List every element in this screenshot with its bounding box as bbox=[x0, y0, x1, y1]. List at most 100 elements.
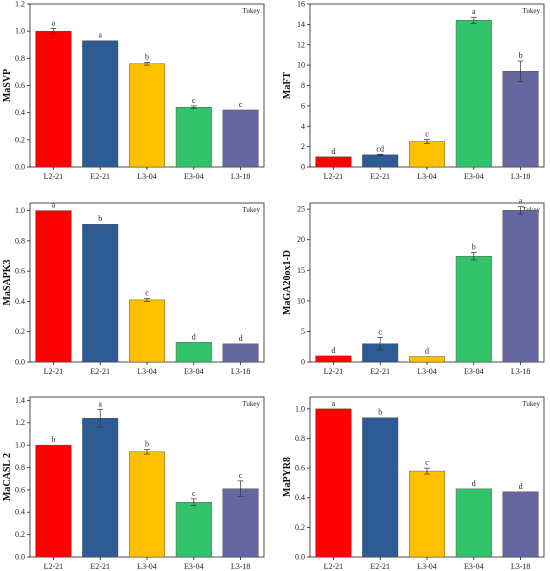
significance-letter: b bbox=[51, 435, 55, 444]
bar-L2-21 bbox=[315, 408, 352, 558]
bar-L3-04 bbox=[129, 299, 165, 363]
bar-L2-21 bbox=[35, 30, 72, 168]
significance-letter: a bbox=[98, 399, 102, 408]
significance-letter: b bbox=[472, 243, 476, 252]
y-tick-label: 8 bbox=[301, 81, 305, 90]
y-tick-label: 0.8 bbox=[15, 236, 25, 245]
y-tick-label: 0.0 bbox=[15, 358, 25, 367]
bar-E3-04 bbox=[175, 342, 212, 363]
y-tick-label: 0.4 bbox=[15, 108, 25, 117]
bar-E3-04 bbox=[175, 107, 212, 168]
y-tick-label: 0.2 bbox=[15, 135, 25, 144]
bar-L3-04 bbox=[129, 451, 165, 558]
bar-L2-21 bbox=[315, 355, 352, 363]
significance-letter: b bbox=[145, 52, 149, 61]
x-tick-label: L3-04 bbox=[417, 367, 437, 376]
x-tick-label: L2-21 bbox=[44, 367, 64, 376]
significance-letter: c bbox=[192, 489, 196, 498]
x-tick-label: L3-18 bbox=[511, 367, 531, 376]
y-tick-label: 10 bbox=[297, 296, 305, 305]
bar-L3-18 bbox=[502, 71, 539, 168]
y-tick-label: 1.0 bbox=[15, 206, 25, 215]
y-axis-label: MaSAPK3 bbox=[2, 259, 13, 305]
significance-letter: d bbox=[239, 334, 243, 343]
bar-L3-18 bbox=[222, 488, 259, 558]
significance-letter: a bbox=[472, 7, 476, 16]
y-tick-label: 0.0 bbox=[15, 553, 25, 562]
chart-panel-4: 0 5 10 15 20 25 MaGA20ox1-D Tukey d L2-21 c E2-21 d L… bbox=[282, 197, 545, 376]
y-tick-label: 0.6 bbox=[15, 485, 25, 494]
chart-panel-6: 0.0 0.2 0.4 0.6 0.8 1.0 MaPYR8 Tukey a L2-21 b E2-2… bbox=[282, 396, 545, 571]
y-axis-label: MaCASL 2 bbox=[2, 453, 13, 501]
x-tick-label: L3-04 bbox=[137, 172, 157, 181]
significance-letter: d bbox=[192, 332, 196, 341]
y-tick-label: 1.4 bbox=[15, 396, 25, 405]
x-tick-label: E2-21 bbox=[90, 172, 110, 181]
y-tick-label: 12 bbox=[297, 40, 305, 49]
y-tick-label: 6 bbox=[301, 101, 305, 110]
y-axis-label: MaGA20ox1-D bbox=[282, 250, 293, 315]
x-tick-label: L3-18 bbox=[511, 172, 531, 181]
y-tick-label: 25 bbox=[297, 205, 305, 214]
x-tick-label: E3-04 bbox=[184, 172, 204, 181]
y-tick-label: 0.0 bbox=[295, 553, 305, 562]
y-tick-label: 0.2 bbox=[295, 523, 305, 532]
y-tick-label: 0.4 bbox=[295, 493, 305, 502]
test-note: Tukey bbox=[522, 7, 540, 15]
y-tick-label: 0.8 bbox=[15, 463, 25, 472]
y-tick-label: 5 bbox=[301, 327, 305, 336]
significance-letter: d bbox=[472, 479, 476, 488]
x-tick-label: L2-21 bbox=[324, 367, 344, 376]
chart-panel-3: 0.0 0.2 0.4 0.6 0.8 1.0 MaSAPK3 Tukey a L2-21 b E2-… bbox=[2, 201, 265, 376]
y-tick-label: 1.0 bbox=[15, 27, 25, 36]
significance-letter: d bbox=[331, 147, 335, 156]
y-tick-label: 4 bbox=[301, 122, 305, 131]
y-tick-label: 0.4 bbox=[15, 297, 25, 306]
x-tick-label: L3-18 bbox=[511, 562, 531, 571]
x-tick-label: E3-04 bbox=[464, 562, 484, 571]
significance-letter: c bbox=[378, 328, 382, 337]
y-axis-label: MaPYR8 bbox=[282, 457, 293, 497]
x-tick-label: L3-18 bbox=[231, 562, 251, 571]
bar-E2-21 bbox=[82, 418, 119, 558]
bar-L3-04 bbox=[409, 141, 445, 168]
bar-E2-21 bbox=[82, 40, 119, 168]
x-tick-label: E3-04 bbox=[184, 367, 204, 376]
test-note: Tukey bbox=[522, 400, 540, 408]
bar-E3-04 bbox=[455, 20, 492, 168]
x-tick-label: L3-18 bbox=[231, 367, 251, 376]
chart-panel-5: 0.0 0.2 0.4 0.6 0.8 1.0 1.2 1.4 MaCASL 2 Tukey b L2… bbox=[2, 396, 265, 571]
x-tick-label: L3-04 bbox=[417, 172, 437, 181]
significance-letter: b bbox=[98, 214, 102, 223]
significance-letter: b bbox=[145, 440, 149, 449]
bar-E3-04 bbox=[175, 501, 212, 558]
x-tick-label: E2-21 bbox=[90, 367, 110, 376]
bar-L2-21 bbox=[315, 156, 352, 168]
x-tick-label: E2-21 bbox=[370, 172, 390, 181]
test-note: Tukey bbox=[242, 400, 260, 408]
x-tick-label: L2-21 bbox=[324, 562, 344, 571]
significance-letter: a bbox=[519, 197, 523, 206]
significance-letter: a bbox=[98, 31, 102, 40]
significance-letter: c bbox=[192, 96, 196, 105]
x-tick-label: E2-21 bbox=[370, 367, 390, 376]
y-tick-label: 10 bbox=[297, 61, 305, 70]
significance-letter: c bbox=[425, 129, 429, 138]
x-tick-label: L3-04 bbox=[137, 562, 157, 571]
bar-L3-18 bbox=[502, 491, 539, 558]
chart-panel-2: 0 2 4 6 8 10 12 14 16 MaFT Tukey d L2-21 cd E2-21 c L3-0… bbox=[282, 0, 545, 181]
y-tick-label: 16 bbox=[297, 0, 305, 9]
significance-letter: b bbox=[378, 408, 382, 417]
y-tick-label: 15 bbox=[297, 266, 305, 275]
bar-L2-21 bbox=[35, 444, 72, 558]
significance-letter: b bbox=[519, 51, 523, 60]
x-tick-label: E3-04 bbox=[464, 172, 484, 181]
bar-L2-21 bbox=[35, 210, 72, 363]
x-tick-label: L3-04 bbox=[137, 367, 157, 376]
significance-letter: c bbox=[239, 471, 243, 480]
x-tick-label: E2-21 bbox=[90, 562, 110, 571]
y-axis-label: MaFT bbox=[282, 72, 293, 100]
bar-E3-04 bbox=[455, 488, 492, 558]
significance-letter: a bbox=[52, 201, 56, 210]
y-tick-label: 2 bbox=[301, 142, 305, 151]
